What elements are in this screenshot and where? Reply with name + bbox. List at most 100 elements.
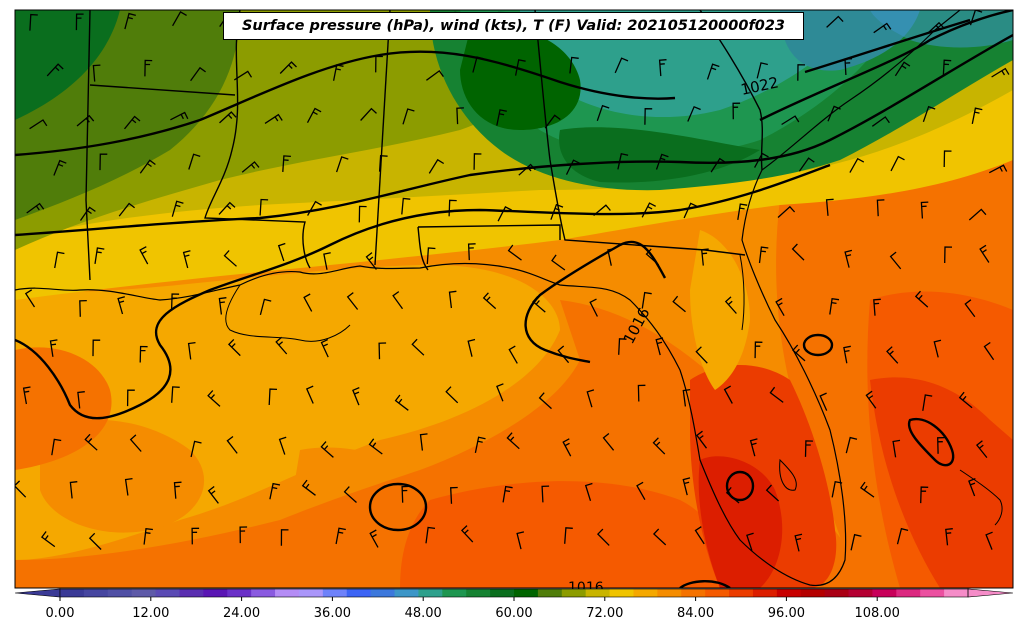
wind-barb [518,163,536,176]
wind-barb [118,202,136,217]
coastline [15,10,961,587]
wind-barb [725,486,740,504]
wind-barb [754,341,763,359]
wind-barb [277,242,286,262]
wind-barb [968,208,987,221]
wind-barb [724,296,737,314]
wind-barb [723,385,733,404]
colorbar-swatch [633,589,658,597]
wind-barb [983,341,995,361]
wind-barb [777,205,796,218]
wind-barb [139,246,149,265]
colorbar-swatch [490,589,515,597]
wind-barb [343,486,357,503]
wind-barb [746,532,754,551]
colorbar-swatch [275,589,300,597]
wind-barb [335,527,346,545]
wind-barb [798,157,815,172]
wind-barb [551,254,566,271]
wind-barb [700,248,709,266]
wind-barb [969,10,983,26]
wind-barb [641,291,652,309]
wind-barb [426,247,436,265]
isobar-1022-northeast [804,18,971,74]
wind-barb [378,155,388,172]
wind-barb [394,394,409,411]
wind-barb [894,61,911,77]
wind-barb [873,298,881,316]
wind-barb [124,12,136,30]
wind-barb [474,436,486,454]
wind-barb [448,199,457,217]
wind-barb [827,105,841,122]
wind-barb [502,485,513,503]
wind-barb [49,339,58,357]
colorbar-extend-high [967,588,1014,598]
wind-barb [943,150,952,168]
border-texas-louisiana [85,10,91,281]
wind-barb [765,484,780,502]
wind-barb [188,153,201,170]
wind-barb [516,531,525,550]
coastline-delta [225,284,351,342]
wind-barb [419,433,428,451]
border-mississippi-river [204,10,311,269]
wind-barb [695,430,708,449]
wind-barb [129,434,142,452]
wind-barb [871,116,890,127]
wind-barb [239,526,248,544]
wind-barb [88,532,102,550]
wind-barb [557,345,570,364]
colorbar-tick-label: 72.00 [586,606,624,621]
isobar-loop-bottom [679,580,731,588]
wind-barb [758,246,769,264]
wind-barb [602,432,615,451]
wind-barb [171,386,180,403]
wind-barb [425,526,436,544]
border-mississippi-alabama [374,10,391,266]
wind-barb [84,433,98,451]
wind-barb [472,56,484,73]
wind-barb [985,531,993,550]
colorbar-swatch [776,589,802,597]
wind-barb [448,290,457,309]
wind-barb [29,13,38,31]
colorbar-swatch [346,589,372,597]
wind-barb [207,485,219,504]
colorbar-swatch [251,589,276,597]
wind-barb [565,159,581,175]
wind-barb [223,250,237,267]
wind-barb [171,200,184,217]
wind-barb [411,338,425,356]
wind-barb [988,164,1008,174]
wind-barb [514,59,526,76]
wind-barb [320,441,334,458]
isobar-1022-east [759,10,1013,122]
wind-barb [532,295,546,313]
wind-barb [241,161,260,173]
wind-barb [617,153,629,170]
wind-barb [54,251,65,269]
wind-barb [46,63,64,77]
wind-barb [792,344,806,362]
wind-barb [859,481,875,498]
wind-barb [672,295,686,313]
colorbar-tick-label: 48.00 [404,606,442,621]
wind-barb [282,155,291,172]
wind-barb [682,388,691,407]
colorbar-swatch [657,589,682,597]
wind-barb [687,105,701,122]
wind-barb [358,205,367,223]
wind-barb [496,109,507,126]
isobar-1016-florida [524,240,667,364]
border-alabama-georgia [534,10,746,256]
wind-barb [645,248,659,266]
colorbar-tick-label: 24.00 [222,606,261,621]
coastline-bahamas [959,469,1003,526]
wind-barb [218,201,236,215]
wind-barb [507,244,522,261]
wind-barb [945,528,953,546]
wind-barb [794,533,803,552]
wind-barb [139,345,148,363]
wind-barb [756,62,768,79]
